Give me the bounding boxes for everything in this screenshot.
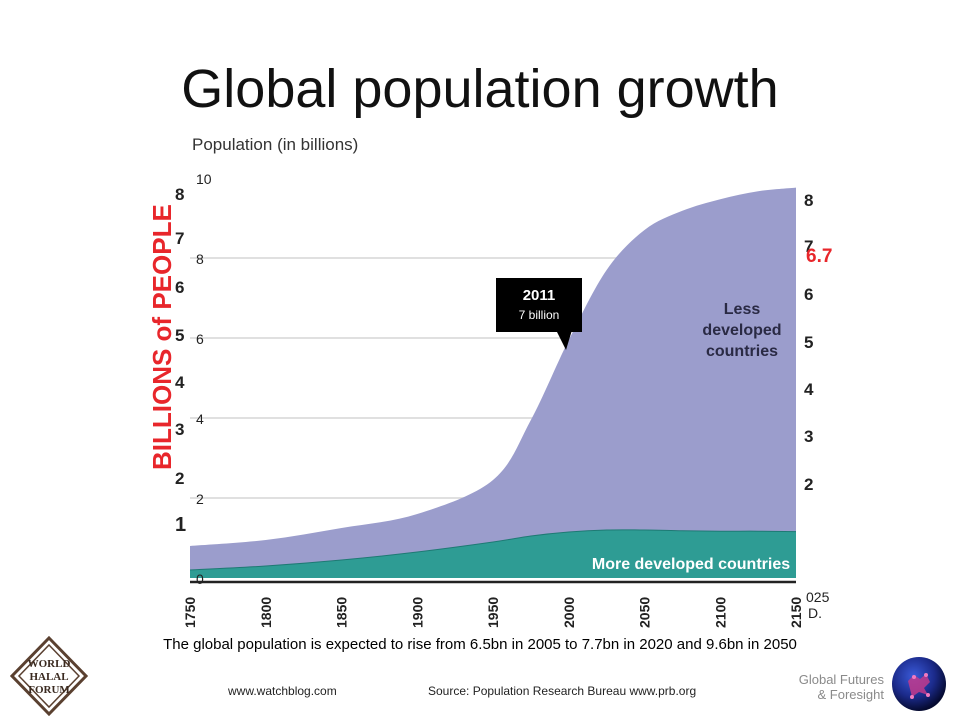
y-tick-outer-label: 8 — [175, 185, 184, 204]
x-tick-label: 1850 — [334, 597, 350, 628]
y-axis-label: BILLIONS of PEOPLE — [147, 204, 177, 470]
y-ticks-inner: 0 2 4 6 8 10 — [196, 171, 212, 587]
y-tick-inner-label: 10 — [196, 171, 212, 187]
y-tick-right-label: 8 — [804, 191, 813, 210]
x-tick-label: 1750 — [182, 597, 198, 628]
svg-text:Less: Less — [724, 301, 761, 318]
slide-title: Global population growth — [181, 59, 779, 119]
x-tick-label: 1900 — [409, 597, 425, 628]
more-developed-label: More developed countries — [592, 556, 790, 573]
y-tick-outer-label: 6 — [175, 278, 184, 297]
y-tick-right-label: 5 — [804, 333, 813, 352]
brand-text: Global Futures & Foresight — [740, 672, 884, 702]
y-ticks-right: 2 3 4 5 6 7 8 — [804, 191, 814, 494]
svg-text:WORLD: WORLD — [28, 658, 71, 670]
y-tick-outer-label: 4 — [175, 373, 185, 392]
callout-value: 7 billion — [518, 308, 560, 322]
svg-text:developed: developed — [702, 322, 781, 339]
y-tick-outer-label: 3 — [175, 420, 184, 439]
y-tick-inner-label: 8 — [196, 251, 204, 267]
series-area-less-developed — [190, 187, 796, 570]
y-tick-inner-label: 4 — [196, 411, 204, 427]
chart-title: Population (in billions) — [192, 135, 358, 154]
callout-year: 2011 — [522, 287, 556, 304]
x-tick-label: 1800 — [258, 597, 274, 628]
y-ticks-outer: 1 2 3 4 5 6 7 8 — [175, 185, 186, 536]
y-tick-outer-label: 1 — [175, 514, 186, 536]
y-tick-outer-label: 2 — [175, 469, 184, 488]
x-ticks: 1750 1800 1850 1900 1950 2000 2050 2100 2150 — [182, 597, 804, 628]
y-tick-inner-label: 6 — [196, 331, 204, 347]
svg-text:FORUM: FORUM — [28, 684, 70, 696]
slide-caption: The global population is expected to ris… — [163, 636, 797, 653]
x-tick-label: 2000 — [561, 597, 577, 628]
x-tick-label: 2150 — [788, 597, 804, 628]
world-halal-forum-logo: WORLD HALAL FORUM — [10, 636, 88, 716]
y-tick-inner-label: 2 — [196, 491, 204, 507]
x-tick-label: 2050 — [637, 597, 653, 628]
credit-website: www.watchblog.com — [228, 684, 337, 698]
y-tick-outer-label: 5 — [175, 326, 184, 345]
right-highlight-label: 6.7 — [806, 246, 832, 267]
callout-pointer — [556, 330, 572, 350]
less-developed-label: Less developed countries — [702, 301, 781, 360]
y-tick-right-label: 6 — [804, 285, 813, 304]
right-corner-text-2: D. — [808, 605, 822, 621]
globe-logo — [892, 657, 946, 711]
right-corner-text-1: 025 — [806, 589, 830, 605]
y-tick-outer-label: 7 — [175, 229, 184, 248]
brand-line-1: Global Futures — [798, 672, 884, 687]
x-tick-label: 1950 — [485, 597, 501, 628]
y-tick-inner-label: 0 — [196, 571, 204, 587]
axes — [190, 172, 805, 584]
y-tick-right-label: 2 — [804, 475, 813, 494]
series-boundary-line — [189, 529, 797, 571]
y-tick-right-label: 7 — [804, 237, 813, 256]
svg-text:countries: countries — [706, 343, 778, 360]
brand-line-2: & Foresight — [817, 687, 884, 702]
svg-text:HALAL: HALAL — [29, 671, 68, 683]
credit-source: Source: Population Research Bureau www.p… — [428, 684, 697, 698]
y-tick-right-label: 4 — [804, 380, 814, 399]
callout-2011: 2011 7 billion — [496, 278, 582, 332]
series-area-more-developed — [190, 529, 796, 578]
y-tick-right-label: 3 — [804, 427, 813, 446]
x-tick-label: 2100 — [712, 597, 728, 628]
area-series — [189, 187, 797, 578]
